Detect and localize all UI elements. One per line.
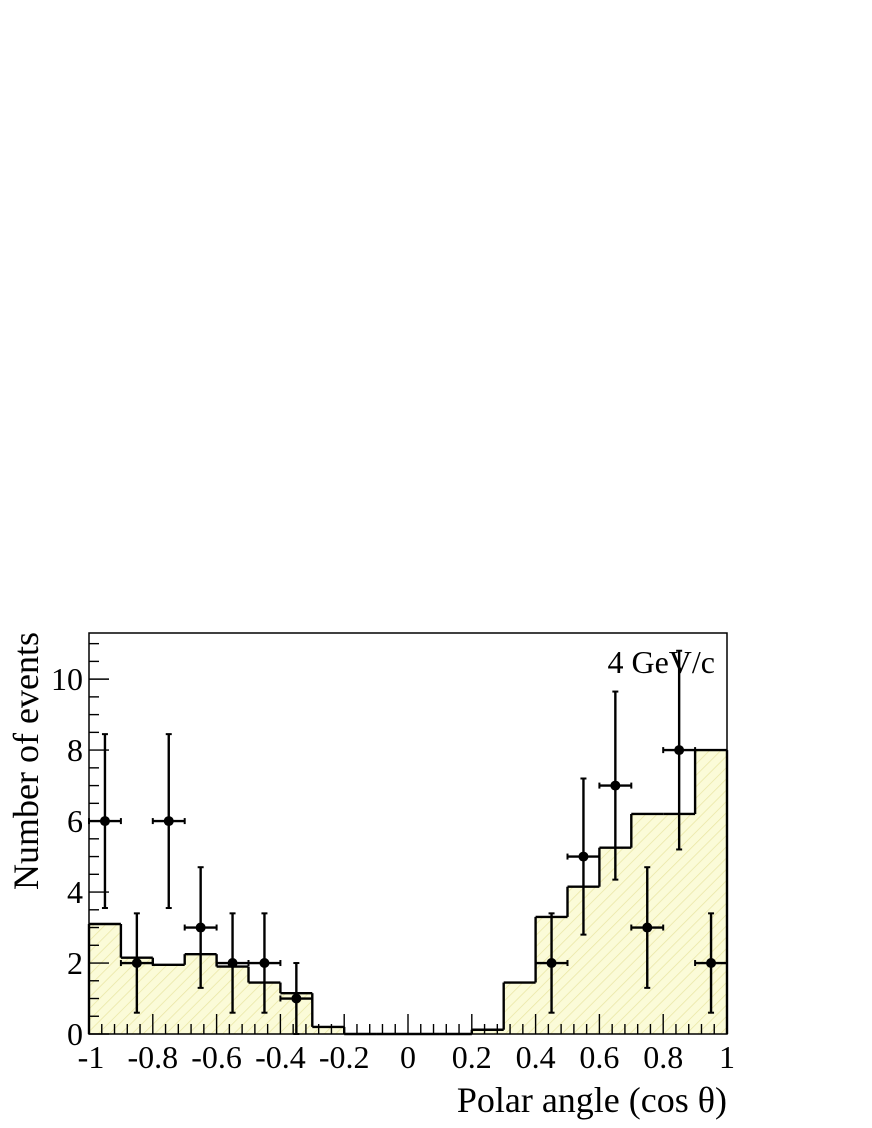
x-tick-label: 0.8: [643, 1039, 683, 1075]
data-point: [88, 733, 122, 910]
data-point: [662, 649, 697, 851]
x-tick-label: 0.6: [579, 1039, 619, 1075]
data-marker: [610, 780, 621, 791]
data-marker: [131, 958, 142, 969]
data-point: [630, 866, 665, 989]
data-marker: [227, 958, 238, 969]
data-point: [598, 690, 633, 881]
data-point: [183, 866, 218, 989]
data-point: [247, 912, 282, 1014]
simulation-histogram: [87, 748, 729, 1036]
x-tick-label: 1: [719, 1039, 735, 1075]
data-marker: [291, 993, 302, 1004]
data-marker: [99, 816, 110, 827]
y-tick-label: 0: [67, 1016, 83, 1052]
x-tick-label: 0: [400, 1039, 416, 1075]
x-tick-label: -0.8: [127, 1039, 178, 1075]
data-marker: [163, 816, 174, 827]
x-tick-label: -0.4: [255, 1039, 306, 1075]
data-points: [88, 649, 728, 1035]
data-marker: [195, 922, 206, 933]
data-marker: [642, 922, 653, 933]
x-tick-labels: -1 -0.8 -0.6 -0.4 -0.2 0 0.2 0.4 0.6 0.8 1: [78, 1039, 735, 1075]
y-tick-label: 4: [67, 874, 83, 910]
data-point: [694, 912, 728, 1014]
data-point: [279, 962, 314, 1035]
data-marker: [259, 958, 270, 969]
x-tick-label: -0.6: [191, 1039, 242, 1075]
x-tick-label: -0.2: [319, 1039, 370, 1075]
x-axis-title: Polar angle (cos θ): [457, 1080, 727, 1120]
data-point: [151, 733, 186, 910]
x-tick-label: 0.4: [516, 1039, 556, 1075]
data-point: [566, 777, 601, 936]
data-marker: [578, 851, 589, 862]
x-tick-label: 0.2: [452, 1039, 492, 1075]
y-tick-labels: 0 2 4 6 8 10: [51, 661, 83, 1052]
data-marker: [674, 745, 685, 756]
y-tick-label: 8: [67, 732, 83, 768]
plot-frame: [88, 632, 728, 1035]
y-tick-label: 6: [67, 803, 83, 839]
data-marker: [546, 958, 557, 969]
data-point: [534, 912, 569, 1014]
histogram-fill: [89, 750, 727, 1034]
y-tick-label: 10: [51, 661, 83, 697]
data-marker: [706, 958, 717, 969]
momentum-annotation: 4 GeV/c: [607, 644, 715, 680]
y-tick-label: 2: [67, 945, 83, 981]
x-tick-label: -1: [78, 1039, 105, 1075]
data-point: [119, 912, 154, 1014]
y-axis-title: Number of events: [6, 632, 46, 890]
